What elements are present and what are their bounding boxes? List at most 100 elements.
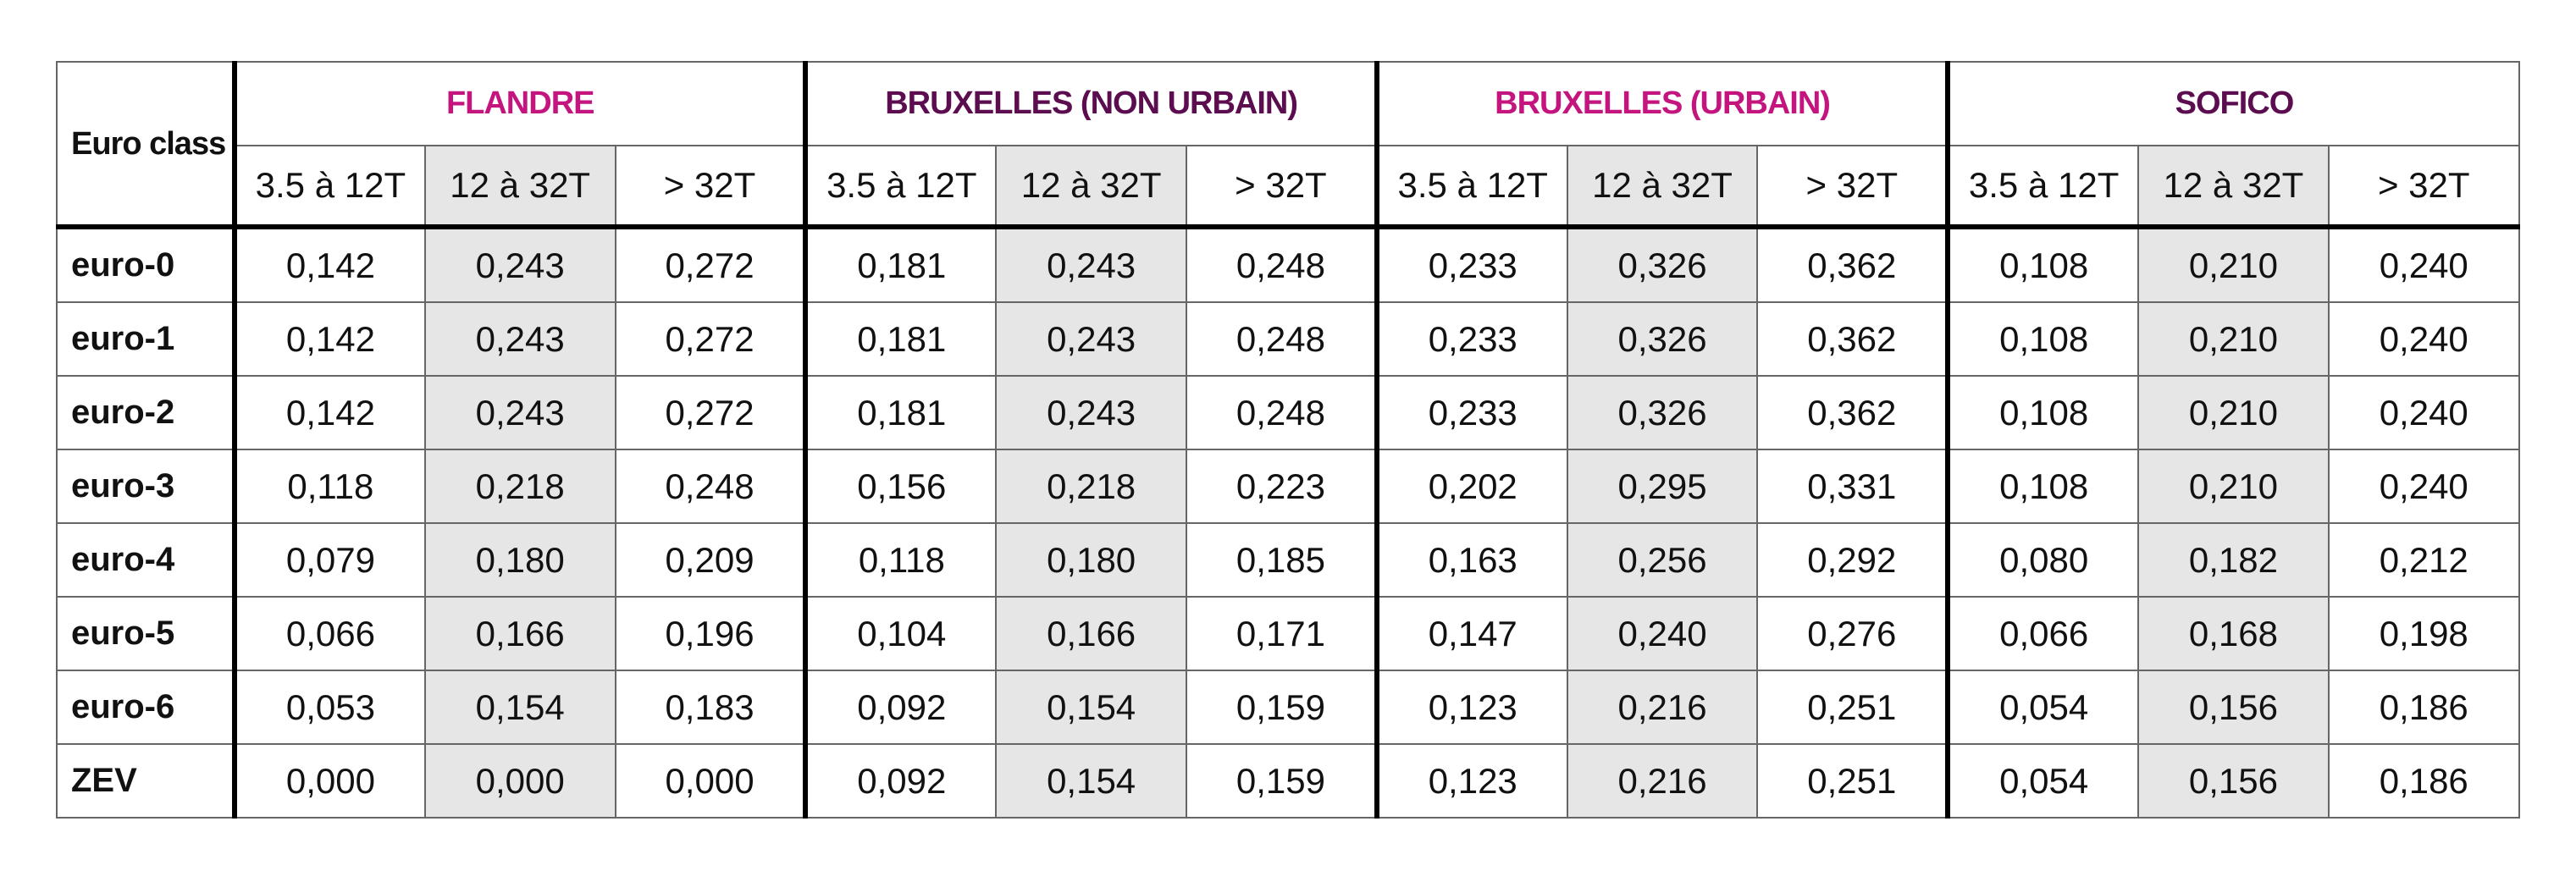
cell: 0,186	[2327, 743, 2520, 819]
subcolumn-header: > 32T	[1756, 145, 1949, 229]
subcolumn-header: > 32T	[614, 145, 807, 229]
cell: 0,108	[1945, 226, 2140, 303]
subcolumn-header: > 32T	[1186, 145, 1378, 229]
group-header: FLANDRE	[231, 61, 807, 146]
cell: 0,000	[423, 743, 616, 819]
cell: 0,092	[803, 743, 998, 819]
cell: 0,123	[1374, 670, 1568, 745]
cell: 0,147	[1374, 596, 1568, 671]
group-header: BRUXELLES (NON URBAIN)	[803, 61, 1378, 146]
cell: 0,182	[2137, 522, 2330, 598]
cell: 0,168	[2137, 596, 2330, 671]
cell: 0,154	[423, 670, 616, 745]
cell: 0,053	[232, 670, 426, 745]
cell: 0,240	[2327, 449, 2520, 524]
cell: 0,248	[1186, 301, 1378, 377]
cell: 0,198	[2327, 596, 2520, 671]
group-header: SOFICO	[1945, 61, 2520, 146]
corner-header: Euro class	[56, 61, 235, 229]
cell: 0,186	[2327, 670, 2520, 745]
cell: 0,104	[803, 596, 998, 671]
data-row: euro-2 0,142 0,243 0,272 0,181 0,243 0,248 0,23…	[56, 375, 2520, 450]
subcolumn-header: 12 à 32T	[423, 145, 616, 229]
cell: 0,326	[1566, 226, 1759, 303]
cell: 0,243	[423, 226, 616, 303]
cell: 0,233	[1374, 375, 1568, 450]
cell: 0,156	[2137, 743, 2330, 819]
subcolumn-header: 3.5 à 12T	[1374, 145, 1568, 229]
cell: 0,154	[995, 670, 1188, 745]
cell: 0,240	[1566, 596, 1759, 671]
cell: 0,331	[1756, 449, 1949, 524]
subheader-row: 3.5 à 12T 12 à 32T > 32T 3.5 à 12T 12 à 32T >…	[57, 145, 2520, 229]
cell: 0,256	[1566, 522, 1759, 598]
cell: 0,163	[1374, 522, 1568, 598]
cell: 0,272	[614, 375, 807, 450]
cell: 0,248	[1186, 375, 1378, 450]
cell: 0,196	[614, 596, 807, 671]
cell: 0,180	[995, 522, 1188, 598]
data-row: euro-3 0,118 0,218 0,248 0,156 0,218 0,223 0,20…	[56, 449, 2520, 524]
data-row: euro-4 0,079 0,180 0,209 0,118 0,180 0,185 0,16…	[56, 522, 2520, 598]
cell: 0,240	[2327, 226, 2520, 303]
cell: 0,362	[1756, 301, 1949, 377]
data-row: ZEV 0,000 0,000 0,000 0,092 0,154 0,159 0,123 0,…	[56, 743, 2520, 819]
cell: 0,210	[2137, 375, 2330, 450]
cell: 0,243	[423, 375, 616, 450]
cell: 0,054	[1945, 743, 2140, 819]
cell: 0,159	[1186, 743, 1378, 819]
cell: 0,218	[423, 449, 616, 524]
cell: 0,295	[1566, 449, 1759, 524]
cell: 0,210	[2137, 301, 2330, 377]
cell: 0,159	[1186, 670, 1378, 745]
cell: 0,240	[2327, 301, 2520, 377]
data-row: euro-5 0,066 0,166 0,196 0,104 0,166 0,171 0,14…	[56, 596, 2520, 671]
cell: 0,092	[803, 670, 998, 745]
cell: 0,243	[995, 226, 1188, 303]
cell: 0,066	[1945, 596, 2140, 671]
cell: 0,108	[1945, 449, 2140, 524]
cell: 0,240	[2327, 375, 2520, 450]
cell: 0,251	[1756, 670, 1949, 745]
cell: 0,185	[1186, 522, 1378, 598]
row-label: euro-3	[56, 449, 235, 524]
cell: 0,233	[1374, 301, 1568, 377]
cell: 0,276	[1756, 596, 1949, 671]
cell: 0,142	[232, 375, 426, 450]
cell: 0,156	[803, 449, 998, 524]
cell: 0,210	[2137, 226, 2330, 303]
header-row: Euro class FLANDRE BRUXELLES (NON URBAIN) B…	[56, 61, 2520, 229]
cell: 0,171	[1186, 596, 1378, 671]
cell: 0,181	[803, 375, 998, 450]
group-header: BRUXELLES (URBAIN)	[1374, 61, 1949, 146]
cell: 0,166	[423, 596, 616, 671]
cell: 0,142	[232, 301, 426, 377]
cell: 0,251	[1756, 743, 1949, 819]
row-label: euro-2	[56, 375, 235, 450]
cell: 0,202	[1374, 449, 1568, 524]
row-label: euro-1	[56, 301, 235, 377]
cell: 0,166	[995, 596, 1188, 671]
subcolumn-header: 12 à 32T	[995, 145, 1188, 229]
cell: 0,212	[2327, 522, 2520, 598]
cell: 0,243	[995, 301, 1188, 377]
cell: 0,154	[995, 743, 1188, 819]
cell: 0,362	[1756, 375, 1949, 450]
subcolumn-header: 12 à 32T	[2137, 145, 2330, 229]
row-label: euro-4	[56, 522, 235, 598]
cell: 0,216	[1566, 743, 1759, 819]
cell: 0,123	[1374, 743, 1568, 819]
cell: 0,066	[232, 596, 426, 671]
cell: 0,054	[1945, 670, 2140, 745]
cell: 0,180	[423, 522, 616, 598]
cell: 0,210	[2137, 449, 2330, 524]
cell: 0,079	[232, 522, 426, 598]
subcolumn-header: 3.5 à 12T	[1945, 145, 2140, 229]
data-row: euro-1 0,142 0,243 0,272 0,181 0,243 0,248 0,23…	[56, 301, 2520, 377]
cell: 0,326	[1566, 301, 1759, 377]
cell: 0,118	[232, 449, 426, 524]
cell: 0,156	[2137, 670, 2330, 745]
subcolumn-header: 3.5 à 12T	[803, 145, 998, 229]
cell: 0,181	[803, 226, 998, 303]
